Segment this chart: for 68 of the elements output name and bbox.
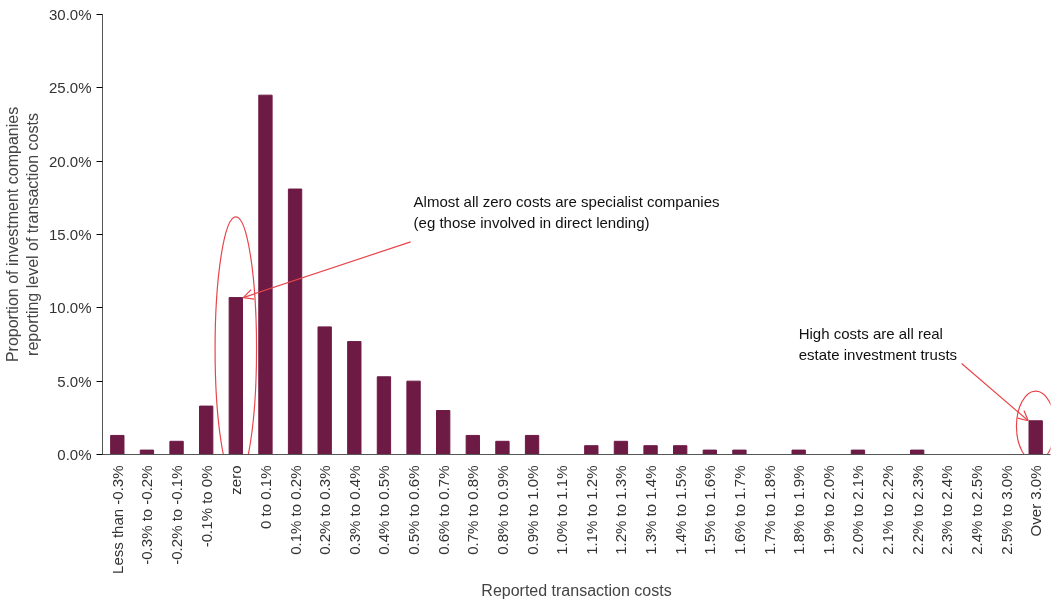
x-tick-label: 1.7% to 1.8% <box>760 465 778 555</box>
bar <box>673 445 688 455</box>
x-tick-label: 2.5% to 3.0% <box>997 465 1015 555</box>
x-tick-label: 2.1% to 2.2% <box>879 465 897 555</box>
bar <box>258 94 273 455</box>
x-tick-label: 1.2% to 1.3% <box>612 465 630 555</box>
x-tick-label: Less than -0.3% <box>108 465 126 574</box>
x-tick-label: 1.1% to 1.2% <box>582 465 600 555</box>
bar <box>791 449 806 455</box>
bar <box>643 445 658 455</box>
y-tick-label: 25.0% <box>48 79 92 97</box>
bar <box>406 380 421 455</box>
x-tick-label: 0.6% to 0.7% <box>434 465 452 555</box>
x-tick-label: 2.0% to 2.1% <box>849 465 867 555</box>
bar <box>910 449 925 455</box>
x-tick-label: 0.9% to 1.0% <box>523 465 541 555</box>
x-tick-label: 1.6% to 1.7% <box>730 465 748 555</box>
bar <box>139 449 155 455</box>
bar <box>317 326 332 455</box>
x-tick-label: 0.8% to 0.9% <box>493 465 511 555</box>
y-tick-label: 0.0% <box>57 446 92 463</box>
x-tick-label: 1.4% to 1.5% <box>671 465 689 555</box>
y-tick-label: 5.0% <box>57 372 92 390</box>
bar <box>702 449 717 455</box>
bar <box>850 449 866 455</box>
y-tick-label: 20.0% <box>48 152 92 170</box>
x-tick-label: -0.2% to -0.1% <box>168 465 186 565</box>
x-tick-label: 0.1% to 0.2% <box>286 465 304 555</box>
bar <box>199 405 214 455</box>
bar <box>436 410 451 455</box>
x-tick-label: 0.2% to 0.3% <box>316 465 334 555</box>
x-tick-label: 0.7% to 0.8% <box>464 465 482 555</box>
x-tick-label: 2.4% to 2.5% <box>967 465 985 555</box>
bar <box>228 297 243 455</box>
bar <box>1028 420 1043 455</box>
x-tick-label: -0.1% to 0% <box>197 465 215 548</box>
x-tick-label: 1.5% to 1.6% <box>701 465 719 555</box>
y-tick-label: 10.0% <box>48 299 92 317</box>
bar <box>495 440 510 455</box>
y-tick-label: 15.0% <box>48 226 92 243</box>
x-tick-label: 0.3% to 0.4% <box>345 465 363 555</box>
x-axis-title: Reported transaction costs <box>481 581 672 599</box>
x-tick-label: 1.9% to 2.0% <box>819 465 837 555</box>
x-tick-label: 0.5% to 0.6% <box>405 465 423 555</box>
x-tick-label: 1.8% to 1.9% <box>790 465 808 555</box>
x-tick-label: Over 3.0% <box>1027 465 1045 537</box>
bar <box>110 434 125 455</box>
bar <box>376 376 392 455</box>
x-tick-label: 1.0% to 1.1% <box>553 465 571 555</box>
bar <box>584 445 599 455</box>
bar <box>465 434 480 455</box>
bar <box>613 440 629 455</box>
bar <box>169 440 184 455</box>
y-tick-label: 30.0% <box>48 6 92 23</box>
bar <box>347 341 362 455</box>
x-tick-label: 2.2% to 2.3% <box>908 465 926 555</box>
bar <box>287 188 303 455</box>
x-tick-label: 0.4% to 0.5% <box>375 465 393 555</box>
x-tick-label: 0 to 0.1% <box>256 465 274 529</box>
bar <box>732 449 747 455</box>
x-tick-label: 2.3% to 2.4% <box>938 465 956 555</box>
x-tick-label: -0.3% to -0.2% <box>138 465 156 565</box>
bar <box>524 434 540 455</box>
annotation: Almost all zero costs are specialist companies (eg those involved in direct lending) <box>413 193 720 231</box>
annotation: High costs are all real estate investment trusts <box>798 325 958 363</box>
x-tick-label: zero <box>227 465 245 495</box>
y-axis-title: Proportion of investment companies reporting level of transaction costs <box>3 106 41 363</box>
x-tick-label: 1.3% to 1.4% <box>642 465 660 555</box>
